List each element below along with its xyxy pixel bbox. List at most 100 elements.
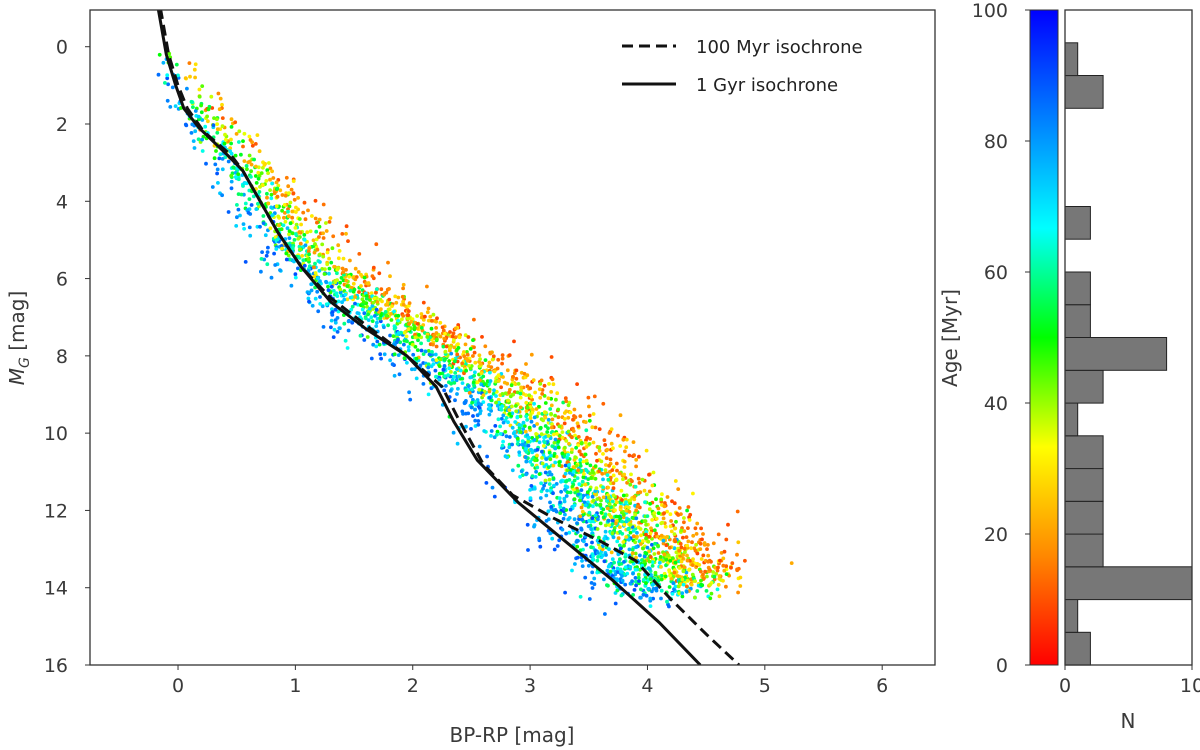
star-point — [315, 289, 320, 294]
star-point — [314, 237, 319, 242]
star-point — [472, 373, 476, 378]
star-point — [580, 559, 584, 563]
star-point — [343, 292, 348, 297]
star-point — [590, 540, 594, 545]
star-point — [466, 335, 471, 339]
star-point — [468, 366, 473, 371]
star-point — [327, 256, 331, 261]
star-point — [603, 529, 608, 534]
star-point — [529, 484, 534, 488]
star-point — [578, 495, 583, 500]
star-point — [276, 183, 281, 188]
star-point — [538, 382, 543, 386]
star-point — [685, 553, 689, 558]
star-point — [563, 396, 568, 401]
star-point — [630, 579, 634, 584]
star-point — [241, 144, 245, 149]
histogram-bar — [1064, 533, 1104, 568]
star-point — [488, 379, 493, 383]
star-point — [468, 375, 473, 380]
star-point — [524, 459, 529, 464]
star-point — [498, 432, 503, 436]
star-point — [487, 389, 492, 394]
star-point — [220, 102, 224, 107]
star-point — [270, 213, 275, 218]
star-point — [451, 331, 456, 336]
star-point — [220, 193, 225, 198]
star-point — [577, 482, 582, 487]
star-point — [621, 477, 625, 482]
histogram-bar — [1064, 206, 1091, 240]
star-point — [302, 200, 307, 205]
star-point — [419, 315, 424, 320]
star-point — [638, 490, 643, 495]
star-point — [572, 487, 576, 492]
star-point — [578, 414, 583, 418]
star-point — [621, 510, 626, 514]
star-point — [622, 459, 627, 464]
x-tick-label: 0 — [172, 675, 184, 697]
star-point — [594, 486, 599, 491]
star-point — [455, 352, 460, 357]
star-point — [313, 271, 318, 275]
star-point — [644, 448, 649, 453]
star-point — [336, 243, 341, 248]
star-point — [677, 566, 682, 570]
star-point — [259, 257, 264, 261]
star-point — [300, 254, 304, 258]
star-point — [168, 105, 173, 109]
star-point — [313, 261, 317, 266]
star-point — [556, 445, 561, 450]
star-point — [374, 324, 379, 328]
star-point — [375, 320, 379, 325]
star-point — [615, 468, 619, 473]
star-point — [163, 81, 167, 85]
star-point — [302, 233, 307, 237]
star-point — [309, 282, 314, 287]
star-point — [274, 204, 279, 209]
star-point — [583, 575, 588, 580]
star-point — [406, 327, 411, 332]
star-point — [557, 424, 562, 429]
star-point — [313, 242, 317, 246]
star-point — [587, 510, 592, 515]
star-point — [473, 370, 477, 375]
star-point — [686, 526, 690, 530]
star-point — [464, 388, 468, 393]
star-point — [684, 570, 689, 575]
star-point — [541, 486, 545, 491]
star-point — [473, 360, 478, 365]
star-point — [675, 574, 680, 578]
star-point — [699, 526, 703, 531]
star-point — [645, 545, 650, 550]
star-point — [684, 589, 689, 594]
star-point — [610, 522, 615, 526]
star-point — [213, 162, 218, 167]
star-point — [453, 398, 457, 403]
star-point — [549, 403, 554, 408]
star-point — [499, 407, 504, 412]
star-point — [665, 495, 670, 499]
y-tick-label: 14 — [44, 578, 68, 600]
star-point — [596, 555, 600, 559]
star-point — [521, 442, 526, 447]
star-point — [563, 471, 568, 476]
star-point — [426, 362, 431, 367]
star-point — [520, 439, 525, 444]
star-point — [561, 516, 566, 521]
star-point — [534, 432, 538, 436]
star-point — [329, 284, 334, 289]
star-point — [457, 374, 462, 379]
star-point — [333, 320, 338, 325]
star-point — [549, 505, 554, 509]
star-point — [581, 475, 586, 480]
star-point — [611, 465, 616, 469]
x-tick-label: 1 — [289, 675, 301, 697]
star-point — [199, 110, 204, 115]
star-point — [238, 213, 242, 218]
star-point — [563, 445, 567, 450]
star-point — [548, 531, 553, 536]
star-point — [661, 538, 666, 543]
star-point — [314, 229, 319, 234]
